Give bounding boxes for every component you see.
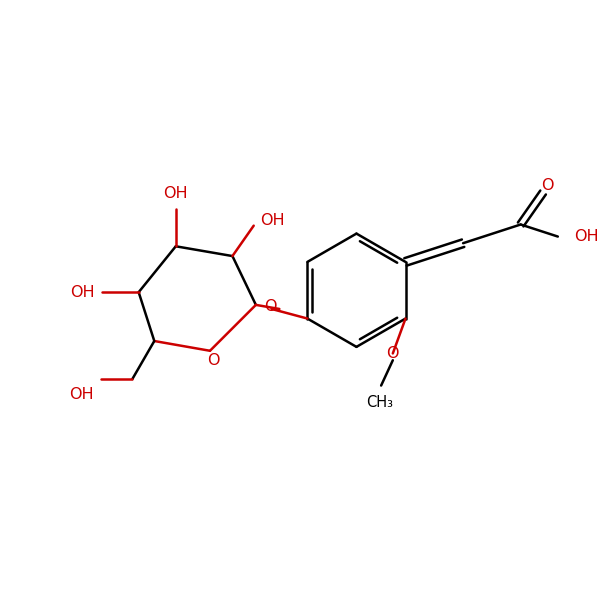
Text: O: O xyxy=(265,299,277,314)
Text: O: O xyxy=(208,353,220,368)
Text: CH₃: CH₃ xyxy=(365,395,392,410)
Text: OH: OH xyxy=(260,213,285,228)
Text: O: O xyxy=(541,178,553,193)
Text: OH: OH xyxy=(70,284,95,299)
Text: OH: OH xyxy=(163,187,188,202)
Text: OH: OH xyxy=(70,387,94,402)
Text: O: O xyxy=(386,346,399,361)
Text: OH: OH xyxy=(574,229,599,244)
